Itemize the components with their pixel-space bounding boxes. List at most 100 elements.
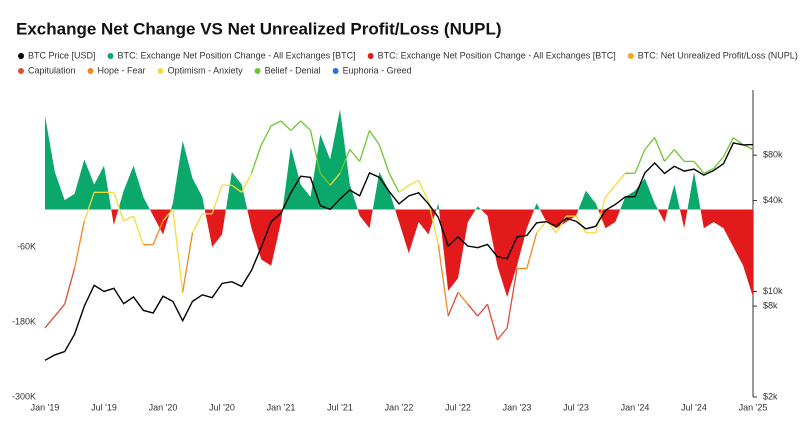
nupl-segment	[250, 144, 262, 174]
y2-tick-label: $8k	[763, 300, 778, 310]
nupl-segment	[44, 315, 56, 329]
legend-swatch	[18, 53, 24, 59]
x-tick-label: Jul '21	[327, 402, 353, 412]
nupl-segment	[447, 292, 459, 317]
nupl-segment	[191, 213, 203, 234]
nupl-segment	[260, 125, 272, 146]
nupl-segment	[663, 149, 675, 162]
nupl-segment	[123, 215, 134, 222]
legend-swatch	[627, 53, 634, 59]
nupl-segment	[634, 149, 646, 174]
area-negative	[45, 209, 753, 297]
y-tick-label: -60K	[17, 241, 36, 251]
y2-tick-label: $10k	[763, 286, 783, 296]
area-positive	[45, 109, 753, 210]
legend-swatch	[87, 68, 94, 74]
nupl-segment	[113, 192, 125, 222]
nupl-segment	[477, 303, 489, 317]
nupl-segment	[673, 149, 685, 162]
nupl-segment	[378, 144, 390, 174]
nupl-segment	[408, 179, 419, 186]
nupl-segment	[703, 167, 714, 174]
y2-tick-label: $80k	[763, 150, 783, 160]
legend-label: Hope - Fear	[98, 65, 146, 75]
nupl-segment	[418, 180, 430, 203]
nupl-segment	[309, 130, 321, 174]
x-tick-label: Jul '19	[91, 402, 117, 412]
nupl-segment	[231, 184, 243, 193]
y2-tick-label: $2k	[763, 391, 778, 401]
nupl-segment	[368, 130, 380, 146]
y-tick-label: -180K	[12, 316, 36, 326]
nupl-segment	[349, 149, 361, 162]
x-tick-label: Jan '22	[385, 402, 414, 412]
nupl-segment	[457, 291, 469, 305]
nupl-segment	[388, 172, 400, 193]
nupl-segment	[437, 244, 449, 317]
legend-swatch	[332, 68, 339, 74]
nupl-segment	[300, 120, 311, 131]
nupl-segment	[172, 208, 184, 293]
x-tick-label: Jul '22	[445, 402, 471, 412]
nupl-segment	[693, 160, 705, 174]
nupl-segment	[536, 220, 548, 234]
nupl-segment	[152, 220, 164, 245]
legend-swatch	[107, 53, 114, 59]
legend-label: BTC: Exchange Net Position Change - All …	[378, 50, 616, 60]
nupl-segment	[83, 192, 95, 222]
nupl-segment	[54, 303, 66, 317]
nupl-segment	[132, 215, 144, 245]
nupl-segment	[427, 201, 439, 245]
legend-label: BTC: Exchange Net Position Change - All …	[118, 50, 356, 60]
nupl-segment	[506, 268, 518, 329]
nupl-segment	[644, 137, 656, 150]
x-tick-label: Jul '23	[563, 402, 589, 412]
nupl-segment	[182, 232, 194, 293]
legend-swatch	[367, 53, 374, 59]
nupl-segment	[722, 137, 734, 157]
nupl-segment	[526, 232, 538, 269]
nupl-segment	[339, 149, 351, 174]
nupl-segment	[280, 120, 292, 131]
nupl-segment	[732, 137, 744, 146]
nupl-segment	[467, 303, 479, 317]
nupl-segment	[713, 156, 725, 169]
legend-label: Optimism - Anxiety	[168, 65, 244, 75]
nupl-segment	[486, 304, 498, 341]
x-tick-label: Jan '21	[267, 402, 296, 412]
x-tick-label: Jul '20	[209, 402, 235, 412]
chart-title: Exchange Net Change VS Net Unrealized Pr…	[16, 19, 502, 38]
nupl-segment	[162, 208, 174, 222]
nupl-segment	[319, 172, 331, 186]
nupl-segment	[211, 184, 223, 214]
nupl-segment	[270, 120, 282, 127]
nupl-segment	[290, 120, 302, 131]
nupl-segment	[64, 268, 76, 305]
legend-label: BTC: Net Unrealized Profit/Loss (NUPL)	[638, 50, 798, 60]
price-line	[44, 142, 754, 361]
y-tick-label: -300K	[12, 391, 36, 401]
nupl-segment	[654, 137, 666, 162]
legend-label: Belief - Denial	[265, 65, 321, 75]
nupl-segment	[329, 172, 341, 186]
x-tick-label: Jan '24	[621, 402, 650, 412]
x-tick-label: Jan '20	[149, 402, 178, 412]
legend-label: Capitulation	[28, 65, 76, 75]
legend-label: BTC Price [USD]	[28, 50, 96, 60]
nupl-segment	[73, 220, 85, 269]
nupl-segment	[359, 130, 371, 162]
nupl-segment	[241, 172, 253, 193]
nupl-segment	[614, 172, 626, 186]
x-tick-label: Jan '19	[31, 402, 60, 412]
nupl-segment	[398, 184, 410, 193]
nupl-segment	[496, 327, 508, 341]
nupl-segment	[595, 196, 607, 233]
legend-swatch	[157, 68, 164, 74]
legend-label: Euphoria - Greed	[343, 65, 412, 75]
legend-swatch	[254, 68, 261, 74]
nupl-segment	[604, 184, 616, 198]
x-tick-label: Jan '25	[739, 402, 768, 412]
legend-swatch	[18, 68, 24, 74]
x-tick-label: Jan '23	[503, 402, 532, 412]
